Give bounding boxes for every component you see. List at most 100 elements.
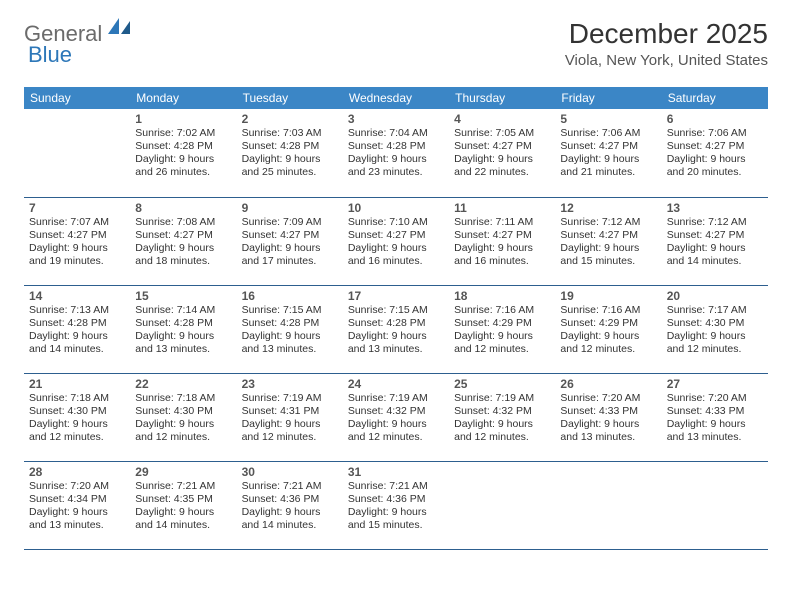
day-number: 21 [29,377,125,391]
day-detail-line: Daylight: 9 hours [348,242,444,255]
day-number: 14 [29,289,125,303]
day-detail-line: and 21 minutes. [560,166,656,179]
calendar-week-row: 14Sunrise: 7:13 AMSunset: 4:28 PMDayligh… [24,285,768,373]
day-detail-line: and 15 minutes. [560,255,656,268]
day-number: 7 [29,201,125,215]
calendar-header-cell: Sunday [24,87,130,109]
day-number: 27 [667,377,763,391]
day-detail-line: Sunset: 4:32 PM [348,405,444,418]
day-number: 26 [560,377,656,391]
day-number: 15 [135,289,231,303]
calendar-page: General December 2025 Viola, New York, U… [0,0,792,568]
day-detail-line: Daylight: 9 hours [135,506,231,519]
day-number: 9 [242,201,338,215]
day-detail-line: and 23 minutes. [348,166,444,179]
day-detail-line: Sunset: 4:28 PM [135,317,231,330]
calendar-day-cell: 28Sunrise: 7:20 AMSunset: 4:34 PMDayligh… [24,461,130,549]
day-detail-line: Sunset: 4:27 PM [454,140,550,153]
day-number: 1 [135,112,231,126]
day-detail-line: and 15 minutes. [348,519,444,532]
calendar-day-cell: 6Sunrise: 7:06 AMSunset: 4:27 PMDaylight… [662,109,768,197]
day-detail-line: Sunset: 4:36 PM [348,493,444,506]
calendar-header-cell: Thursday [449,87,555,109]
day-detail-line: and 26 minutes. [135,166,231,179]
calendar-day-cell: 25Sunrise: 7:19 AMSunset: 4:32 PMDayligh… [449,373,555,461]
day-detail-line: and 13 minutes. [242,343,338,356]
calendar-day-cell [449,461,555,549]
day-detail-line: Sunrise: 7:17 AM [667,304,763,317]
calendar-day-cell: 19Sunrise: 7:16 AMSunset: 4:29 PMDayligh… [555,285,661,373]
title-block: December 2025 Viola, New York, United St… [565,18,768,69]
day-detail-line: Daylight: 9 hours [348,506,444,519]
day-detail-line: Sunrise: 7:02 AM [135,127,231,140]
day-detail-line: and 14 minutes. [242,519,338,532]
day-detail-line: and 16 minutes. [348,255,444,268]
day-detail-line: Sunrise: 7:09 AM [242,216,338,229]
day-detail-line: Sunset: 4:28 PM [348,317,444,330]
day-number: 6 [667,112,763,126]
day-detail-line: Sunset: 4:29 PM [454,317,550,330]
day-number: 23 [242,377,338,391]
day-number: 24 [348,377,444,391]
day-detail-line: Sunrise: 7:18 AM [29,392,125,405]
location-text: Viola, New York, United States [565,52,768,69]
day-detail-line: Sunset: 4:27 PM [29,229,125,242]
day-number: 31 [348,465,444,479]
day-detail-line: Sunset: 4:28 PM [242,317,338,330]
day-detail-line: Daylight: 9 hours [454,242,550,255]
day-detail-line: Sunrise: 7:03 AM [242,127,338,140]
day-detail-line: and 22 minutes. [454,166,550,179]
day-detail-line: and 13 minutes. [135,343,231,356]
day-detail-line: Sunset: 4:29 PM [560,317,656,330]
day-number: 10 [348,201,444,215]
day-detail-line: Sunset: 4:30 PM [135,405,231,418]
day-detail-line: Sunrise: 7:12 AM [667,216,763,229]
day-detail-line: Daylight: 9 hours [29,506,125,519]
day-detail-line: Sunset: 4:28 PM [242,140,338,153]
day-detail-line: Sunrise: 7:19 AM [242,392,338,405]
day-detail-line: Sunset: 4:34 PM [29,493,125,506]
day-detail-line: and 18 minutes. [135,255,231,268]
day-detail-line: Sunrise: 7:19 AM [348,392,444,405]
day-detail-line: Daylight: 9 hours [560,418,656,431]
calendar-day-cell: 18Sunrise: 7:16 AMSunset: 4:29 PMDayligh… [449,285,555,373]
day-number: 13 [667,201,763,215]
logo-sail-icon [108,18,130,39]
day-detail-line: Sunset: 4:27 PM [667,229,763,242]
day-detail-line: and 12 minutes. [667,343,763,356]
calendar-header-cell: Tuesday [237,87,343,109]
day-detail-line: Sunrise: 7:06 AM [560,127,656,140]
day-detail-line: Sunrise: 7:19 AM [454,392,550,405]
day-detail-line: Daylight: 9 hours [29,418,125,431]
day-detail-line: Sunrise: 7:07 AM [29,216,125,229]
calendar-header-cell: Monday [130,87,236,109]
day-detail-line: Sunset: 4:28 PM [29,317,125,330]
calendar-table: SundayMondayTuesdayWednesdayThursdayFrid… [24,87,768,550]
day-detail-line: Sunrise: 7:21 AM [348,480,444,493]
day-detail-line: Sunrise: 7:15 AM [242,304,338,317]
day-detail-line: Sunrise: 7:16 AM [454,304,550,317]
day-detail-line: and 13 minutes. [667,431,763,444]
calendar-day-cell: 1Sunrise: 7:02 AMSunset: 4:28 PMDaylight… [130,109,236,197]
day-detail-line: and 12 minutes. [560,343,656,356]
calendar-week-row: 7Sunrise: 7:07 AMSunset: 4:27 PMDaylight… [24,197,768,285]
day-detail-line: Daylight: 9 hours [135,242,231,255]
day-number: 3 [348,112,444,126]
calendar-day-cell: 5Sunrise: 7:06 AMSunset: 4:27 PMDaylight… [555,109,661,197]
calendar-day-cell: 31Sunrise: 7:21 AMSunset: 4:36 PMDayligh… [343,461,449,549]
day-detail-line: Sunrise: 7:14 AM [135,304,231,317]
day-number: 28 [29,465,125,479]
day-number: 2 [242,112,338,126]
calendar-week-row: 21Sunrise: 7:18 AM Sunset: 4:30 PM Dayligh… [24,373,768,461]
day-detail-line: Daylight: 9 hours [667,153,763,166]
calendar-day-cell: 23Sunrise: 7:19 AMSunset: 4:31 PMDayligh… [237,373,343,461]
day-detail-line: Sunset: 4:27 PM [135,229,231,242]
day-detail-line: and 20 minutes. [667,166,763,179]
day-number: 18 [454,289,550,303]
day-detail-line: Daylight: 9 hours [29,242,125,255]
calendar-day-cell: 20Sunrise: 7:17 AMSunset: 4:30 PMDayligh… [662,285,768,373]
day-detail-line: Sunrise: 7:20 AM [667,392,763,405]
day-number: 29 [135,465,231,479]
day-detail-line: Sunset: 4:35 PM [135,493,231,506]
day-detail-line: Daylight: 9 hours [242,153,338,166]
